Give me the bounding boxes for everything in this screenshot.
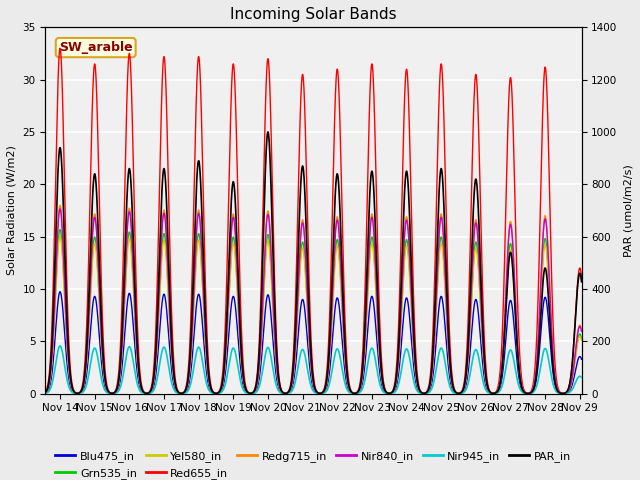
Y-axis label: Solar Radiation (W/m2): Solar Radiation (W/m2)	[7, 145, 17, 276]
Legend: Blu475_in, Grn535_in, Yel580_in, Red655_in, Redg715_in, Nir840_in, Nir945_in, PA: Blu475_in, Grn535_in, Yel580_in, Red655_…	[51, 447, 575, 480]
Text: SW_arable: SW_arable	[59, 41, 132, 54]
Title: Incoming Solar Bands: Incoming Solar Bands	[230, 7, 397, 22]
Y-axis label: PAR (umol/m2/s): PAR (umol/m2/s)	[623, 164, 633, 257]
